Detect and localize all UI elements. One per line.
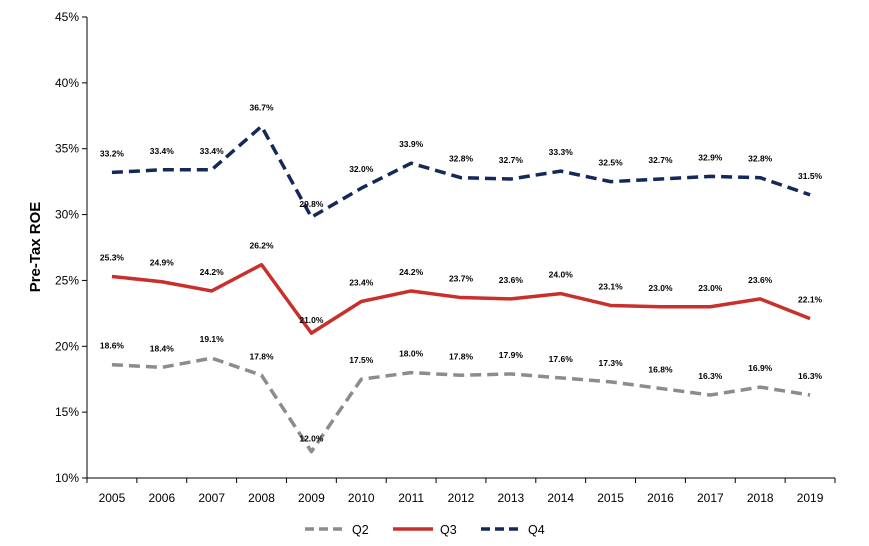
data-label-q3: 23.1% — [599, 281, 624, 291]
data-label-q3: 25.3% — [100, 252, 125, 262]
data-label-q2: 18.6% — [100, 341, 125, 351]
data-label-q4: 33.4% — [150, 146, 175, 156]
legend-label-q2: Q2 — [352, 523, 369, 537]
x-tick-label: 2017 — [697, 491, 724, 505]
data-label-q4: 36.7% — [249, 102, 274, 112]
data-label-q4: 32.5% — [599, 158, 624, 168]
data-label-q4: 32.0% — [349, 164, 374, 174]
y-tick-label: 45% — [55, 10, 79, 24]
x-tick-label: 2011 — [398, 491, 424, 505]
x-tick-label: 2012 — [448, 491, 475, 505]
data-label-q2: 17.3% — [599, 358, 624, 368]
series-line-q2 — [111, 356, 811, 454]
x-tick-label: 2016 — [647, 491, 674, 505]
data-label-q3: 24.9% — [150, 258, 175, 268]
x-tick-label: 2005 — [99, 491, 126, 505]
x-tick-label: 2013 — [498, 491, 525, 505]
legend-label-q4: Q4 — [528, 523, 545, 537]
x-tick-label: 2014 — [547, 491, 574, 505]
y-tick-label: 35% — [55, 142, 79, 156]
y-tick-label: 40% — [55, 76, 79, 90]
data-label-q3: 23.0% — [648, 283, 673, 293]
data-label-q4: 33.3% — [549, 147, 574, 157]
x-tick-label: 2010 — [348, 491, 375, 505]
data-label-q2: 17.8% — [249, 351, 274, 361]
data-label-q2: 19.1% — [200, 334, 225, 344]
data-label-q2: 18.4% — [150, 343, 175, 353]
data-label-q2: 12.0% — [299, 434, 324, 444]
data-label-q2: 17.6% — [549, 354, 574, 364]
y-tick-label: 10% — [55, 471, 79, 485]
data-label-q2: 16.3% — [698, 371, 723, 381]
data-label-q4: 31.5% — [798, 171, 823, 181]
data-label-q3: 26.2% — [249, 241, 274, 251]
data-label-q2: 16.9% — [748, 363, 773, 373]
y-axis-label: Pre-Tax ROE — [27, 202, 44, 293]
data-label-q4: 33.2% — [100, 148, 125, 158]
data-label-q2: 16.3% — [798, 371, 823, 381]
data-label-q2: 17.9% — [499, 350, 524, 360]
x-tick-label: 2019 — [797, 491, 824, 505]
legend-label-q3: Q3 — [440, 523, 457, 537]
data-label-q2: 17.8% — [449, 351, 474, 361]
data-label-q4: 29.8% — [299, 199, 324, 209]
data-label-q2: 17.5% — [349, 355, 374, 365]
data-label-q4: 32.7% — [499, 155, 524, 165]
x-tick-label: 2008 — [248, 491, 275, 505]
data-label-q3: 23.0% — [698, 283, 723, 293]
data-label-q4: 33.4% — [200, 146, 225, 156]
data-label-q3: 24.2% — [200, 267, 225, 277]
y-tick-label: 15% — [55, 405, 79, 419]
x-tick-label: 2009 — [298, 491, 325, 505]
x-tick-label: 2007 — [198, 491, 225, 505]
x-tick-label: 2006 — [148, 491, 175, 505]
data-label-q3: 23.6% — [499, 275, 524, 285]
data-label-q3: 22.1% — [798, 295, 823, 305]
data-label-q4: 32.9% — [698, 152, 723, 162]
x-tick-label: 2018 — [747, 491, 774, 505]
series-line-q3 — [111, 262, 811, 335]
data-label-q3: 23.6% — [748, 275, 773, 285]
data-label-q4: 32.8% — [748, 154, 773, 164]
data-label-q3: 21.0% — [299, 315, 324, 325]
data-label-q3: 23.4% — [349, 278, 374, 288]
x-tick-label: 2015 — [597, 491, 624, 505]
data-label-q2: 16.8% — [648, 364, 673, 374]
y-tick-label: 20% — [55, 339, 79, 353]
data-label-q2: 18.0% — [399, 349, 424, 359]
data-label-q3: 24.2% — [399, 267, 424, 277]
data-label-q3: 24.0% — [549, 270, 574, 280]
data-label-q4: 33.9% — [399, 139, 424, 149]
series-line-q4 — [111, 124, 811, 219]
data-label-q3: 23.7% — [449, 274, 474, 284]
data-label-q4: 32.7% — [648, 155, 673, 165]
y-tick-label: 25% — [55, 273, 79, 287]
y-tick-label: 30% — [55, 208, 79, 222]
data-label-q4: 32.8% — [449, 154, 474, 164]
